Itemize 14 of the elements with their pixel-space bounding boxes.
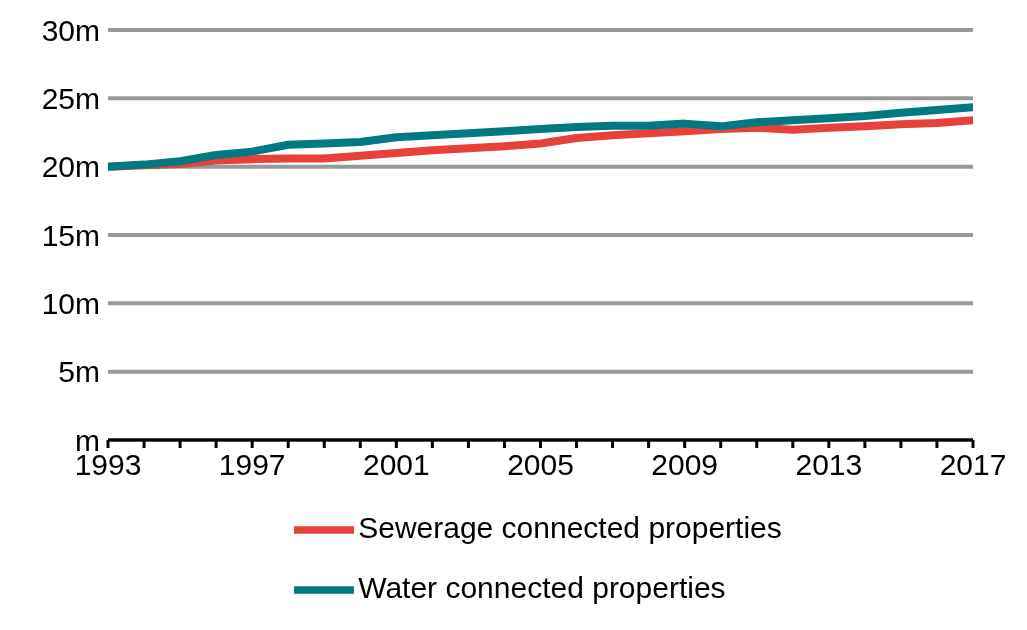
x-tick-label: 2009 [651, 448, 719, 482]
y-tick-label: 10m [41, 286, 100, 320]
legend-label: Water connected properties [358, 570, 726, 604]
x-tick-label: 2001 [362, 448, 430, 482]
y-tick-label: 25m [41, 81, 100, 115]
x-tick-label: 2013 [795, 448, 863, 482]
y-tick-label: 15m [41, 218, 100, 252]
y-tick-label: 5m [58, 355, 100, 389]
y-tick-label: 30m [41, 13, 100, 47]
x-tick-label: 2005 [507, 448, 574, 482]
legend-label: Sewerage connected properties [358, 510, 782, 544]
x-tick-label: 2017 [939, 448, 1007, 482]
y-tick-label: 20m [41, 150, 100, 184]
x-tick-label: 1997 [218, 448, 286, 482]
